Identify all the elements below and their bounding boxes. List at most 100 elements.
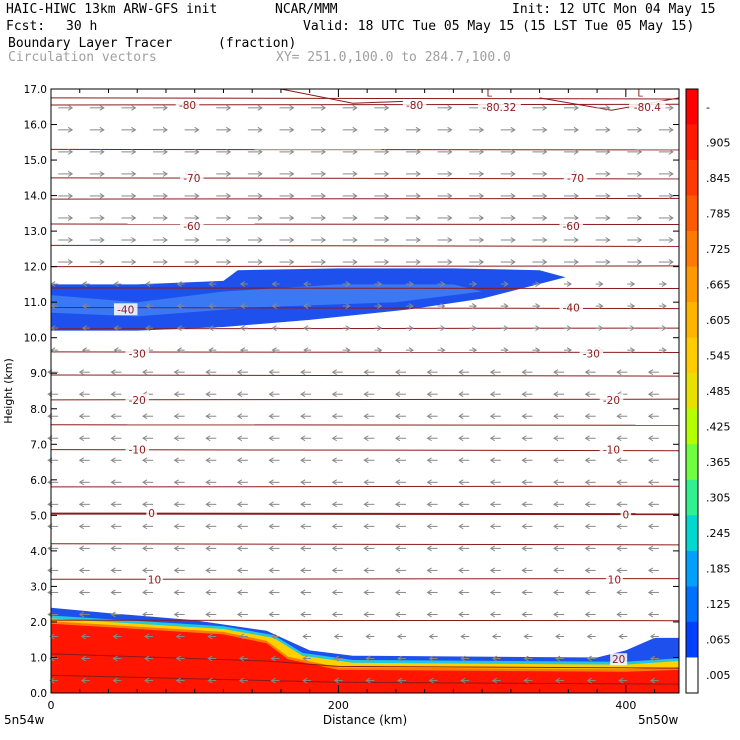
colorbar-label: .005: [706, 669, 731, 682]
isotherm-line: [50, 449, 680, 452]
wind-vector-head: [573, 148, 579, 155]
wind-vector-head: [637, 193, 643, 199]
wind-vector-head: [142, 457, 148, 464]
wind-vector-head: [523, 655, 529, 662]
wind-vector-head: [320, 126, 327, 133]
wind-vector-head: [428, 633, 434, 640]
wind-vector-head: [331, 567, 337, 574]
wind-vector-head: [320, 148, 327, 155]
colorbar-label: .305: [706, 492, 731, 505]
boundary-tracer-red: [51, 623, 679, 693]
colorbar-swatch: [686, 337, 698, 374]
wind-vector-head: [566, 347, 572, 354]
wind-vector-head: [637, 170, 643, 177]
wind-vector-head: [320, 237, 327, 243]
wind-vector-head: [478, 148, 485, 155]
wind-vector-head: [67, 215, 74, 221]
wind-vector-head: [384, 126, 390, 133]
wind-vector-head: [67, 104, 74, 111]
wind-vector-head: [205, 611, 211, 618]
wind-vector-head: [173, 589, 179, 596]
wind-vector-head: [268, 501, 274, 508]
wind-vector-head: [510, 237, 516, 243]
isotherm-line: [50, 287, 680, 289]
wind-vector-head: [110, 369, 116, 376]
wind-vector-head: [415, 126, 421, 133]
wind-vector-head: [300, 369, 306, 376]
wind-vector-head: [236, 413, 243, 420]
wind-vector-head: [521, 501, 527, 508]
wind-vector-head: [268, 523, 274, 530]
wind-vector-head: [303, 281, 309, 287]
wind-vector-head: [131, 170, 137, 177]
wind-vector-head: [630, 281, 636, 287]
wind-vector-head: [661, 325, 667, 332]
wind-vector-head: [523, 633, 529, 640]
isotherm-label-bg: [579, 347, 604, 360]
wind-vector-head: [300, 457, 306, 464]
wind-vector-head: [173, 391, 179, 398]
wind-vector-head: [586, 633, 592, 640]
x-end-location: 5n50w: [638, 713, 679, 727]
wind-vector-head: [503, 281, 509, 287]
x-tick-label: 200: [328, 699, 349, 712]
wind-vector-head: [521, 523, 527, 530]
wind-vector-head: [616, 545, 622, 552]
wind-vector-head: [584, 567, 590, 574]
wind-vector-head: [510, 193, 516, 199]
wind-vector-head: [142, 545, 148, 552]
wind-vector-head: [78, 523, 85, 530]
wind-vector-head: [489, 501, 496, 508]
wind-vector-head: [605, 237, 611, 243]
wind-vector-head: [239, 325, 246, 332]
tracer-fill-layer: [51, 268, 679, 693]
wind-vector-head: [331, 413, 337, 420]
wind-vector-head: [584, 501, 590, 508]
wind-vector-head: [503, 347, 509, 354]
wind-vector-head: [553, 413, 559, 420]
wind-vector-head: [661, 303, 667, 310]
colorbar-label: .365: [706, 456, 731, 469]
wind-vector-head: [162, 193, 168, 199]
wind-vector-head: [205, 391, 211, 398]
isotherm-label: -30: [129, 349, 146, 361]
wind-vector-head: [489, 567, 496, 574]
isotherm-line: [50, 103, 680, 106]
y-tick-label: 7.0: [30, 439, 47, 451]
wind-vector-head: [207, 633, 213, 640]
wind-vector-head: [647, 589, 654, 596]
colorbar-swatch: [686, 160, 698, 196]
wind-vector-head: [320, 104, 327, 111]
wind-vector-head: [205, 479, 211, 486]
isotherm-label-bg: [175, 98, 200, 111]
wind-vector-head: [478, 193, 485, 199]
wind-vector-head: [142, 501, 148, 508]
y-tick-label: 16.0: [24, 120, 47, 132]
wind-vector-head: [81, 347, 88, 354]
wind-vector-head: [363, 435, 369, 442]
colorbar-label: .845: [706, 172, 731, 185]
wind-vector-head: [553, 545, 559, 552]
wind-vector-head: [384, 170, 390, 177]
wind-vector-head: [80, 677, 87, 684]
wind-vector-head: [426, 523, 432, 530]
wind-vector-head: [521, 435, 527, 442]
x-tick-label: 400: [615, 699, 636, 712]
wind-vector-head: [542, 259, 548, 265]
wind-vector-head: [384, 215, 390, 221]
wind-vector-head: [225, 193, 232, 199]
upper-tracer-core: [51, 284, 483, 317]
wind-vector-head: [333, 633, 339, 640]
colorbar-label: .665: [706, 278, 731, 291]
wind-vector-head: [205, 545, 211, 552]
wind-vector-head: [377, 325, 383, 332]
wind-vector-head: [426, 457, 432, 464]
wind-vector-head: [225, 259, 232, 265]
isotherm-label: -80: [406, 100, 423, 112]
wind-vector-head: [131, 215, 137, 221]
wind-vector-head: [458, 589, 464, 596]
wind-vector-head: [489, 479, 496, 486]
wind-vector-head: [426, 611, 432, 618]
wind-vector-head: [257, 104, 263, 111]
wind-vector-head: [471, 281, 478, 287]
